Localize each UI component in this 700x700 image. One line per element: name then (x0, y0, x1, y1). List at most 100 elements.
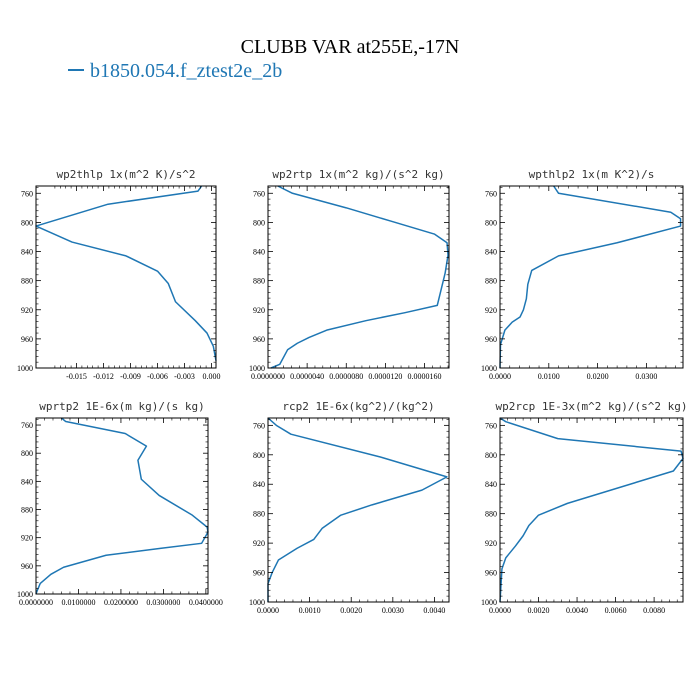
x-tick-label: 0.0000040 (290, 372, 324, 381)
y-tick-label: 840 (485, 480, 497, 489)
y-tick-label: 920 (253, 306, 265, 315)
y-tick-label: 760 (21, 421, 33, 430)
panel-6: wp2rcp 1E-3x(m^2 kg)/(s^2 kg) 760 800 840 88… (481, 400, 688, 615)
x-tick-label: 0.0100000 (61, 598, 95, 607)
figure-title: CLUBB VAR at255E,-17N (240, 36, 460, 58)
x-tick-label: 0.0060 (605, 606, 627, 615)
x-tick-label: 0.0000120 (368, 372, 402, 381)
y-tick-label: 920 (21, 534, 33, 543)
y-tick-label: 800 (253, 451, 265, 460)
y-tick-label: 1000 (17, 590, 33, 599)
panel-2: wp2rtp 1x(m^2 kg)/(s^2 kg) 760 800 840 880 92… (249, 168, 450, 381)
x-tick-label: 0.0080 (643, 606, 665, 615)
y-tick-label: 760 (485, 189, 497, 198)
x-tick-label: 0.0000 (257, 606, 279, 615)
x-tick-label: 0.0000000 (19, 598, 53, 607)
x-tick-label: 0.0000080 (329, 372, 363, 381)
legend-line-swatch (68, 69, 84, 72)
x-tick-label: 0.0020 (340, 606, 362, 615)
x-tick-label: 0.0200 (587, 372, 609, 381)
y-tick-label: 880 (485, 510, 497, 519)
y-tick-label: 760 (21, 189, 33, 198)
y-tick-label: 840 (253, 480, 265, 489)
plot-frame (35, 185, 217, 369)
x-tick-label: 0.0040 (566, 606, 588, 615)
panel-4: wprtp2 1E-6x(m kg)/(s kg) 760 800 840 880 920… (17, 400, 223, 607)
panel-5: rcp2 1E-6x(kg^2)/(kg^2) 760 800 840 880 920 96… (249, 400, 450, 615)
x-tick-label: -0.015 (66, 372, 87, 381)
y-tick-label: 840 (485, 248, 497, 257)
y-tick-label: 960 (485, 569, 497, 578)
x-tick-label: 0.0010 (299, 606, 321, 615)
x-tick-label: 0.0020 (528, 606, 550, 615)
series-line (35, 417, 209, 595)
x-tick-label: -0.009 (120, 372, 141, 381)
x-tick-label: 0.0300000 (146, 598, 180, 607)
x-tick-label: -0.006 (147, 372, 168, 381)
y-tick-label: 800 (485, 451, 497, 460)
x-tick-label: 0.0030 (382, 606, 404, 615)
x-tick-label: 0.000 (203, 372, 221, 381)
legend-label: b1850.054.f_ztest2e_2b (90, 60, 283, 82)
x-tick-label: 0.0400000 (189, 598, 223, 607)
plot-frame (267, 417, 450, 603)
y-tick-label: 760 (253, 421, 265, 430)
y-tick-label: 840 (21, 477, 33, 486)
series-line (499, 417, 684, 603)
panel-title: wpthlp2 1x(m K^2)/s (529, 168, 655, 181)
y-tick-label: 960 (21, 562, 33, 571)
series-line (270, 185, 449, 369)
y-tick-label: 1000 (481, 364, 497, 373)
y-tick-label: 960 (253, 335, 265, 344)
y-tick-label: 800 (253, 218, 265, 227)
panel-title: rcp2 1E-6x(kg^2)/(kg^2) (282, 400, 434, 413)
y-tick-label: 800 (485, 218, 497, 227)
y-tick-label: 880 (485, 277, 497, 286)
x-tick-label: 0.0300 (635, 372, 657, 381)
x-tick-label: 0.0000 (489, 372, 511, 381)
panel-title: wprtp2 1E-6x(m kg)/(s kg) (39, 400, 205, 413)
panel-title: wp2rcp 1E-3x(m^2 kg)/(s^2 kg) (495, 400, 687, 413)
y-tick-label: 960 (253, 569, 265, 578)
series-line (35, 185, 217, 361)
x-tick-label: -0.003 (174, 372, 195, 381)
x-tick-label: 0.0000160 (408, 372, 442, 381)
y-tick-label: 1000 (249, 364, 265, 373)
panel-1: wp2thlp 1x(m^2 K)/s^2 760 800 840 880 920 960 1… (17, 168, 221, 381)
series-line (267, 417, 448, 602)
x-tick-label: 0.0040 (423, 606, 445, 615)
x-tick-label: 0.0000000 (251, 372, 285, 381)
y-tick-label: 840 (253, 248, 265, 257)
series-line (499, 185, 682, 369)
y-tick-label: 760 (253, 189, 265, 198)
y-tick-label: 1000 (481, 598, 497, 607)
y-tick-label: 760 (485, 421, 497, 430)
plot-frame (499, 417, 684, 603)
legend: b1850.054.f_ztest2e_2b (68, 60, 282, 83)
plot-frame (267, 185, 450, 369)
y-tick-label: 920 (485, 306, 497, 315)
y-tick-label: 960 (485, 335, 497, 344)
x-tick-label: -0.012 (93, 372, 114, 381)
plot-frame (499, 185, 684, 369)
x-tick-label: 0.0200000 (104, 598, 138, 607)
x-tick-label: 0.0000 (489, 606, 511, 615)
x-tick-label: 0.0100 (538, 372, 560, 381)
panel-title: wp2rtp 1x(m^2 kg)/(s^2 kg) (272, 168, 444, 181)
y-tick-label: 960 (21, 335, 33, 344)
panel-title: wp2thlp 1x(m^2 K)/s^2 (56, 168, 195, 181)
y-tick-label: 880 (253, 277, 265, 286)
y-tick-label: 920 (21, 306, 33, 315)
y-tick-label: 1000 (249, 598, 265, 607)
y-tick-label: 920 (253, 539, 265, 548)
plot-frame (35, 417, 209, 595)
y-tick-label: 880 (21, 277, 33, 286)
y-tick-label: 800 (21, 218, 33, 227)
y-tick-label: 800 (21, 449, 33, 458)
y-tick-label: 840 (21, 248, 33, 257)
y-tick-label: 880 (21, 506, 33, 515)
y-tick-label: 1000 (17, 364, 33, 373)
panel-3: wpthlp2 1x(m K^2)/s 760 800 840 880 920 960 100… (481, 168, 684, 381)
y-tick-label: 920 (485, 539, 497, 548)
